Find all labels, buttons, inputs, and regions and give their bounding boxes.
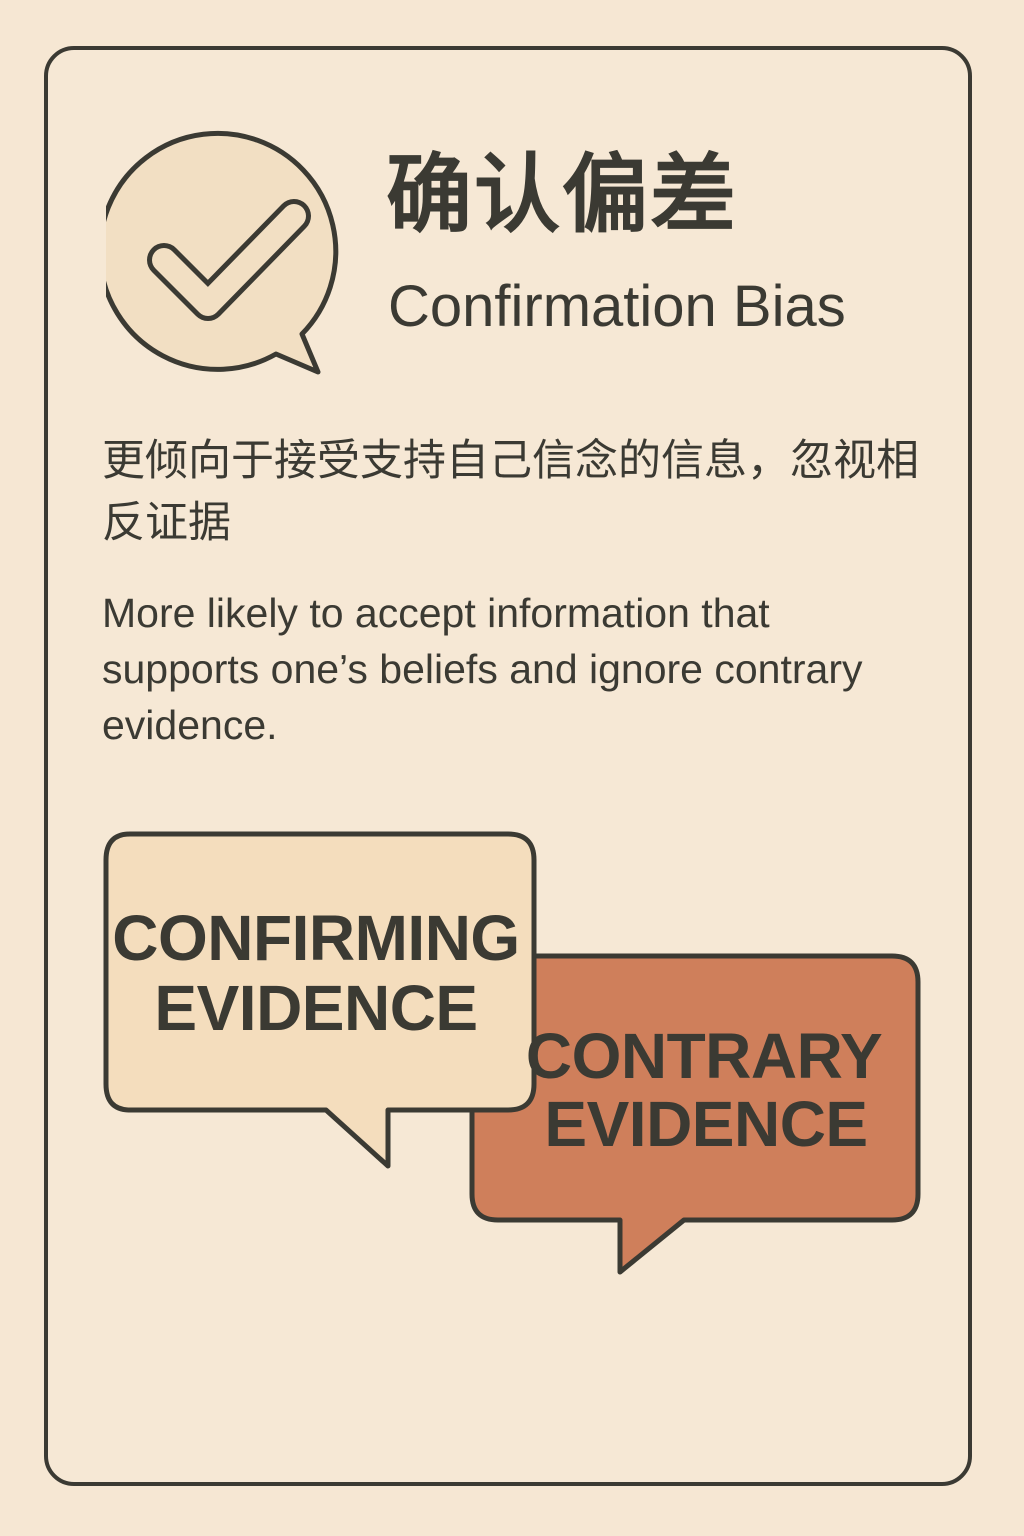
checkmark-speech-bubble-icon: [106, 130, 339, 375]
confirming-evidence-bubble: [103, 831, 537, 1169]
description-english: More likely to accept information that s…: [102, 590, 863, 748]
confirming-label-line2: EVIDENCE: [154, 972, 477, 1044]
speech-bubble-outline: [106, 130, 339, 375]
evidence-bubbles: CONFIRMING EVIDENCE CONTRARY EVIDENCE: [103, 831, 921, 1275]
description-chinese: 更倾向于接受支持自己信念的信息，忽视相反证据: [102, 436, 919, 548]
title-chinese: 确认偏差: [386, 145, 738, 245]
contrary-label-line2: EVIDENCE: [544, 1088, 867, 1160]
confirming-label-line1: CONFIRMING: [112, 902, 519, 974]
title-english: Confirmation Bias: [388, 274, 846, 339]
contrary-label-line1: CONTRARY: [526, 1020, 882, 1092]
